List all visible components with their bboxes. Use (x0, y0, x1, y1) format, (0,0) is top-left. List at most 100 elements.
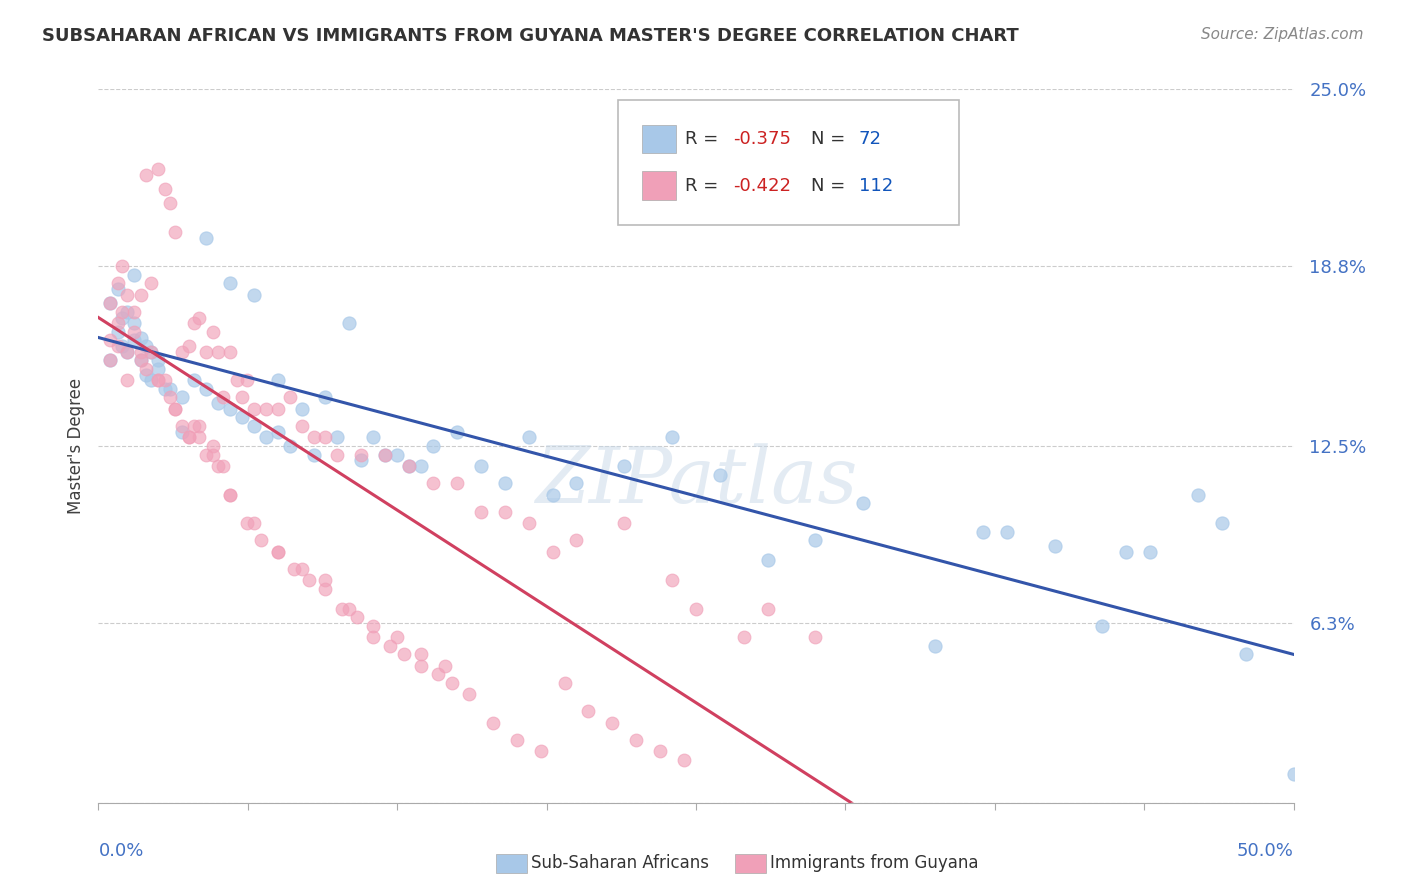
Point (111, 339, 134, 353)
Point (211, 391, 233, 405)
Point (107, 316, 129, 330)
Point (124, 316, 146, 330)
Point (148, 373, 170, 387)
Text: 72: 72 (859, 130, 882, 148)
Point (107, 325, 129, 339)
Point (131, 330, 153, 344)
Point (195, 382, 218, 396)
Point (1211, 516, 1233, 530)
Text: 112: 112 (859, 177, 893, 194)
Point (565, 476, 588, 491)
Point (131, 287, 153, 301)
Point (446, 476, 468, 491)
Point (378, 639, 401, 653)
Point (804, 630, 827, 644)
Point (155, 382, 177, 396)
Point (1282, 767, 1305, 781)
Point (131, 353, 153, 368)
Point (172, 344, 194, 359)
Y-axis label: Master's Degree: Master's Degree (66, 378, 84, 514)
Point (148, 162, 170, 177)
Point (394, 648, 416, 662)
Point (363, 630, 385, 644)
Bar (643, 171, 676, 200)
Point (278, 439, 301, 453)
Point (298, 573, 321, 587)
Point (374, 448, 396, 462)
Point (434, 658, 457, 673)
Point (315, 391, 337, 405)
Point (339, 601, 361, 615)
Point (183, 316, 205, 330)
Point (283, 562, 305, 576)
Point (183, 373, 205, 387)
Point (148, 373, 170, 387)
Point (267, 373, 290, 387)
Point (155, 182, 177, 196)
Point (470, 505, 492, 519)
Point (673, 753, 696, 767)
Point (111, 305, 134, 319)
Point (131, 344, 153, 359)
Text: Sub-Saharan Africans: Sub-Saharan Africans (531, 855, 710, 872)
Point (374, 448, 396, 462)
Point (187, 419, 209, 434)
Point (98, 353, 122, 368)
Point (115, 373, 138, 387)
Point (1139, 544, 1161, 558)
Point (111, 310, 134, 325)
Text: 50.0%: 50.0% (1237, 842, 1294, 860)
Point (231, 391, 253, 405)
Point (315, 582, 337, 596)
Point (187, 310, 209, 325)
Point (111, 259, 134, 273)
Point (422, 439, 444, 453)
Point (195, 230, 218, 244)
FancyBboxPatch shape (619, 100, 959, 225)
Point (219, 487, 242, 501)
Point (115, 344, 138, 359)
Text: N =: N = (811, 177, 851, 194)
Point (179, 430, 201, 444)
Point (159, 382, 181, 396)
Point (972, 524, 994, 539)
Point (163, 225, 186, 239)
Point (330, 601, 353, 615)
Text: Source: ZipAtlas.com: Source: ZipAtlas.com (1201, 27, 1364, 42)
Point (291, 562, 314, 576)
Point (411, 648, 433, 662)
Point (422, 476, 444, 491)
Point (202, 439, 225, 453)
Point (1115, 544, 1137, 558)
Text: N =: N = (811, 130, 851, 148)
Point (107, 282, 129, 296)
Point (207, 396, 229, 410)
Point (179, 430, 201, 444)
Point (254, 430, 277, 444)
Point (995, 524, 1018, 539)
Point (924, 639, 946, 653)
Point (231, 410, 253, 425)
Point (411, 458, 433, 473)
Text: -0.375: -0.375 (733, 130, 792, 148)
Point (426, 667, 449, 681)
Point (202, 325, 225, 339)
Point (852, 496, 875, 510)
Point (804, 533, 827, 548)
Point (291, 401, 314, 416)
Point (243, 401, 266, 416)
Point (530, 744, 553, 758)
Point (98, 334, 122, 348)
Point (172, 425, 194, 439)
Point (481, 715, 505, 730)
Point (124, 334, 146, 348)
Point (602, 715, 624, 730)
Point (235, 373, 257, 387)
Point (219, 487, 242, 501)
Point (494, 476, 516, 491)
Point (254, 401, 277, 416)
Point (411, 658, 433, 673)
Point (709, 467, 731, 482)
Point (1091, 619, 1114, 633)
Point (626, 733, 648, 747)
